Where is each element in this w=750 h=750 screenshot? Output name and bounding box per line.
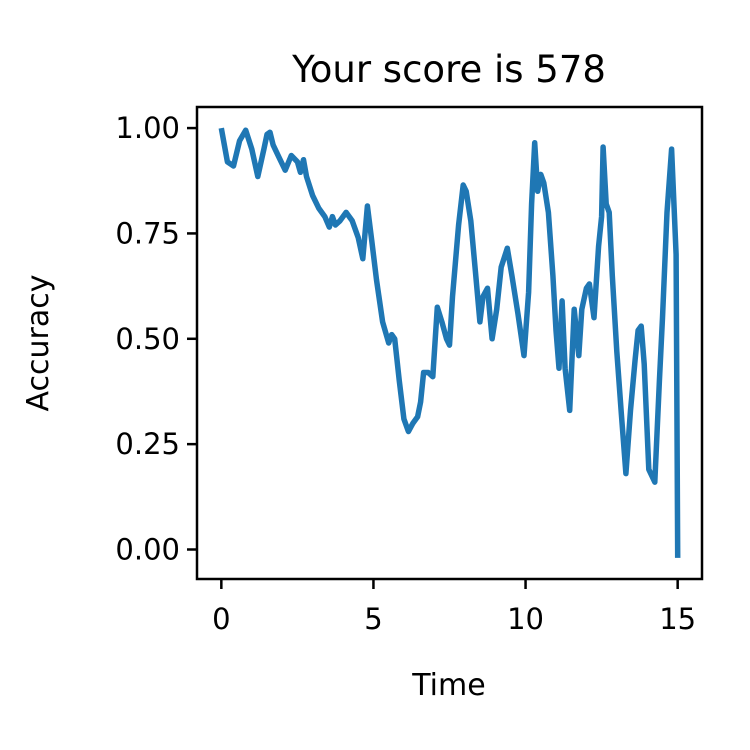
- axes-frame: [195, 105, 704, 581]
- x-tick-label: 5: [364, 602, 382, 636]
- y-tick-label: 0.50: [115, 322, 180, 356]
- y-tick-label: 1.00: [115, 111, 180, 145]
- plot-area: [218, 127, 681, 558]
- y-tick-label: 0.00: [115, 533, 180, 567]
- y-tick-label: 0.75: [115, 216, 180, 250]
- series-line-0: [218, 127, 681, 558]
- y-tick-label: 0.25: [115, 427, 180, 461]
- y-axis-label: Accuracy: [21, 275, 56, 412]
- axes: 0 5 10 15 0.00 0.25 0.50 0.75 1.00: [115, 105, 704, 636]
- x-tick-label: 15: [659, 602, 696, 636]
- x-tick-label: 10: [507, 602, 544, 636]
- x-tick-label: 0: [212, 602, 230, 636]
- chart-title: Your score is 578: [291, 48, 606, 91]
- x-axis-label: Time: [411, 668, 485, 703]
